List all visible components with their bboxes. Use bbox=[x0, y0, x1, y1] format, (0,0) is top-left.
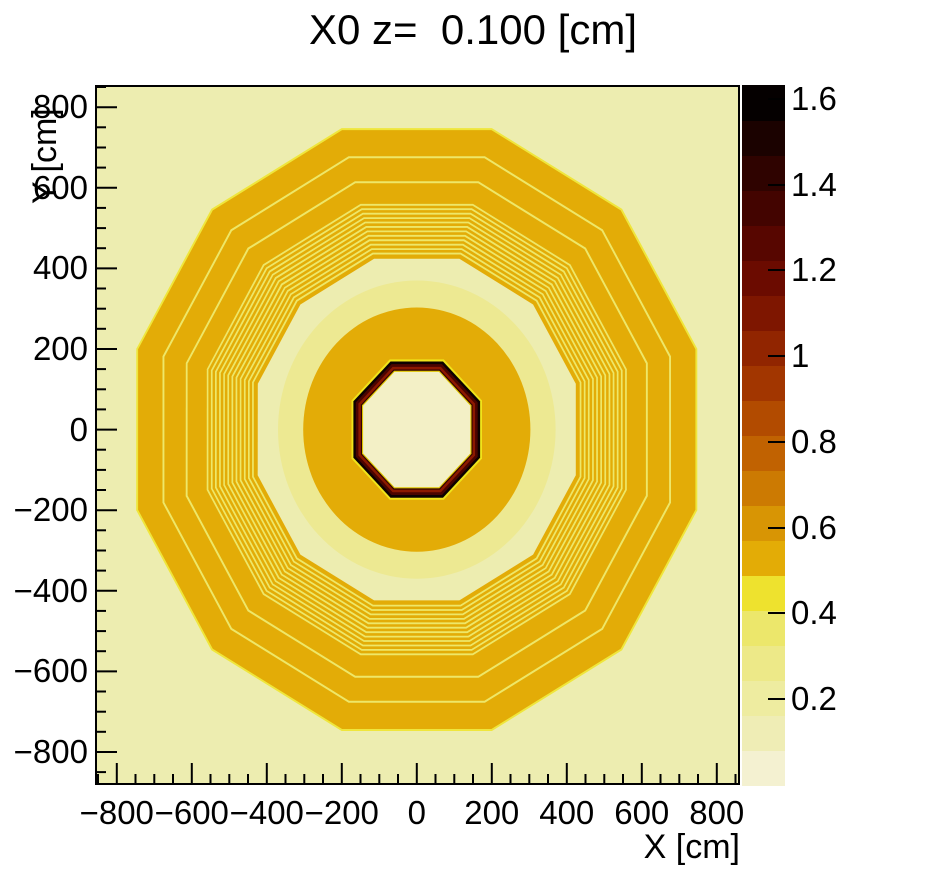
y-tick-label: −600 bbox=[13, 652, 88, 690]
colorbar-tick bbox=[768, 698, 785, 701]
colorbar-tick-label: 0.8 bbox=[791, 422, 837, 460]
x-tick-label: −600 bbox=[154, 794, 229, 831]
colorbar-band bbox=[742, 610, 785, 646]
colorbar-tick-label: 0.4 bbox=[791, 594, 837, 632]
x-tick-label: −200 bbox=[304, 794, 379, 831]
colorbar-tick bbox=[768, 526, 785, 529]
x-tick-label: 400 bbox=[539, 794, 595, 831]
colorbar-band bbox=[742, 470, 785, 506]
colorbar-band bbox=[742, 715, 785, 751]
colorbar-band bbox=[742, 645, 785, 681]
x-axis-title: X [cm] bbox=[643, 828, 740, 866]
colorbar-band bbox=[742, 295, 785, 331]
chart-title: X0 z= 0.100 [cm] bbox=[308, 6, 637, 53]
x-tick-label: 200 bbox=[464, 794, 520, 831]
x-tick-label: 0 bbox=[407, 794, 426, 831]
colorbar-tick-label: 0.2 bbox=[791, 680, 837, 718]
y-tick-label: −400 bbox=[13, 571, 88, 609]
colorbar-tick-label: 0.6 bbox=[791, 508, 837, 546]
y-tick-label: 200 bbox=[32, 329, 88, 367]
y-tick-label: −800 bbox=[13, 732, 88, 770]
y-tick-label: 600 bbox=[32, 168, 88, 206]
colorbar-tick-label: 1.6 bbox=[791, 79, 837, 117]
y-tick-label: 800 bbox=[32, 88, 88, 126]
y-tick-label: −200 bbox=[13, 491, 88, 529]
colorbar-band bbox=[742, 365, 785, 401]
colorbar-band bbox=[742, 190, 785, 226]
colorbar-band bbox=[742, 260, 785, 296]
colorbar-tick bbox=[768, 269, 785, 272]
colorbar-band bbox=[742, 540, 785, 576]
x-tick-label: 800 bbox=[689, 794, 745, 831]
colorbar-tick bbox=[768, 97, 785, 100]
x-tick-label: 600 bbox=[614, 794, 670, 831]
colorbar-band bbox=[742, 680, 785, 716]
colorbar-band bbox=[742, 330, 785, 366]
colorbar-band bbox=[742, 120, 785, 156]
colorbar bbox=[742, 85, 785, 786]
y-tick-label: 400 bbox=[32, 249, 88, 287]
colorbar-band bbox=[742, 225, 785, 261]
x-tick-label: −400 bbox=[229, 794, 304, 831]
colorbar-tick-label: 1.2 bbox=[791, 251, 837, 289]
colorbar-tick bbox=[768, 612, 785, 615]
y-tick-label: 0 bbox=[69, 410, 88, 448]
colorbar-band bbox=[742, 575, 785, 611]
x-tick-label: −800 bbox=[79, 794, 154, 831]
y-axis-title: Y [cm] bbox=[26, 108, 64, 204]
colorbar-tick bbox=[768, 183, 785, 186]
colorbar-band bbox=[742, 750, 785, 786]
colorbar-band bbox=[742, 85, 785, 121]
plot-area bbox=[95, 85, 740, 785]
colorbar-band bbox=[742, 505, 785, 541]
colorbar-tick-label: 1 bbox=[791, 337, 810, 375]
colorbar-tick-label: 1.4 bbox=[791, 165, 837, 203]
contour-plot bbox=[95, 85, 740, 785]
colorbar-band bbox=[742, 400, 785, 436]
colorbar-tick bbox=[768, 355, 785, 358]
colorbar-tick bbox=[768, 440, 785, 443]
